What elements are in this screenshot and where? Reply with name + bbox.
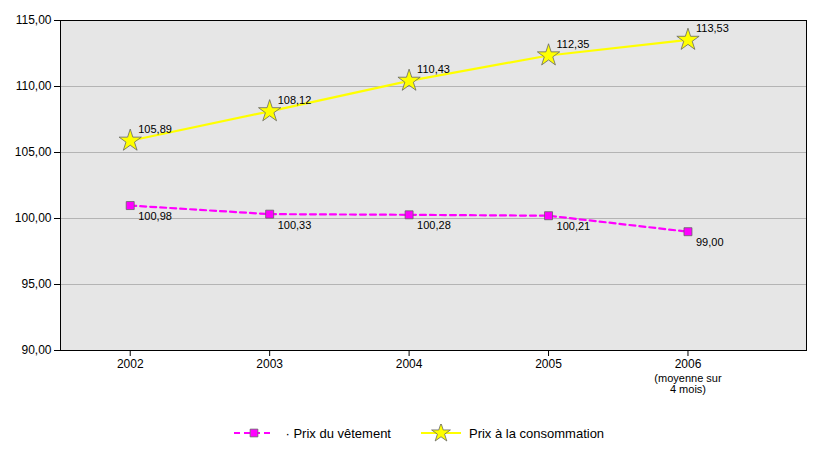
svg-text:115,00: 115,00	[16, 13, 52, 27]
svg-text:108,12: 108,12	[278, 94, 312, 106]
svg-text:2002: 2002	[117, 357, 144, 371]
svg-text:100,33: 100,33	[278, 219, 312, 231]
svg-text:113,53: 113,53	[696, 22, 729, 34]
svg-text:2006: 2006	[675, 357, 702, 371]
svg-text:100,00: 100,00	[15, 211, 52, 225]
svg-text:110,00: 110,00	[16, 79, 52, 93]
svg-text:95,00: 95,00	[21, 277, 51, 291]
svg-text:99,00: 99,00	[696, 236, 724, 248]
svg-text:105,89: 105,89	[138, 123, 172, 135]
svg-text:105,00: 105,00	[15, 145, 52, 159]
svg-text:100,28: 100,28	[417, 219, 451, 231]
svg-text:(moyenne sur4 mois): (moyenne sur4 mois)	[654, 372, 722, 395]
svg-text:100,21: 100,21	[557, 220, 591, 232]
svg-text:100,98: 100,98	[138, 210, 172, 222]
svg-text:2005: 2005	[535, 357, 562, 371]
svg-text:2003: 2003	[256, 357, 283, 371]
svg-text:112,35: 112,35	[557, 38, 590, 50]
svg-text:2004: 2004	[396, 357, 423, 371]
html-text:Prix à la consommation: Prix à la consommation	[469, 425, 605, 441]
svg-text:90,00: 90,00	[21, 343, 51, 357]
svg-text:110,43: 110,43	[417, 63, 450, 75]
html-text:· Prix du vêtement: · Prix du vêtement	[281, 425, 391, 441]
